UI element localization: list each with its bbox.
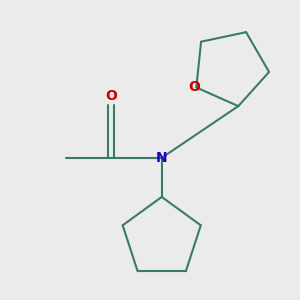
Text: O: O — [188, 80, 200, 94]
Text: N: N — [156, 151, 167, 165]
Text: O: O — [105, 89, 117, 103]
